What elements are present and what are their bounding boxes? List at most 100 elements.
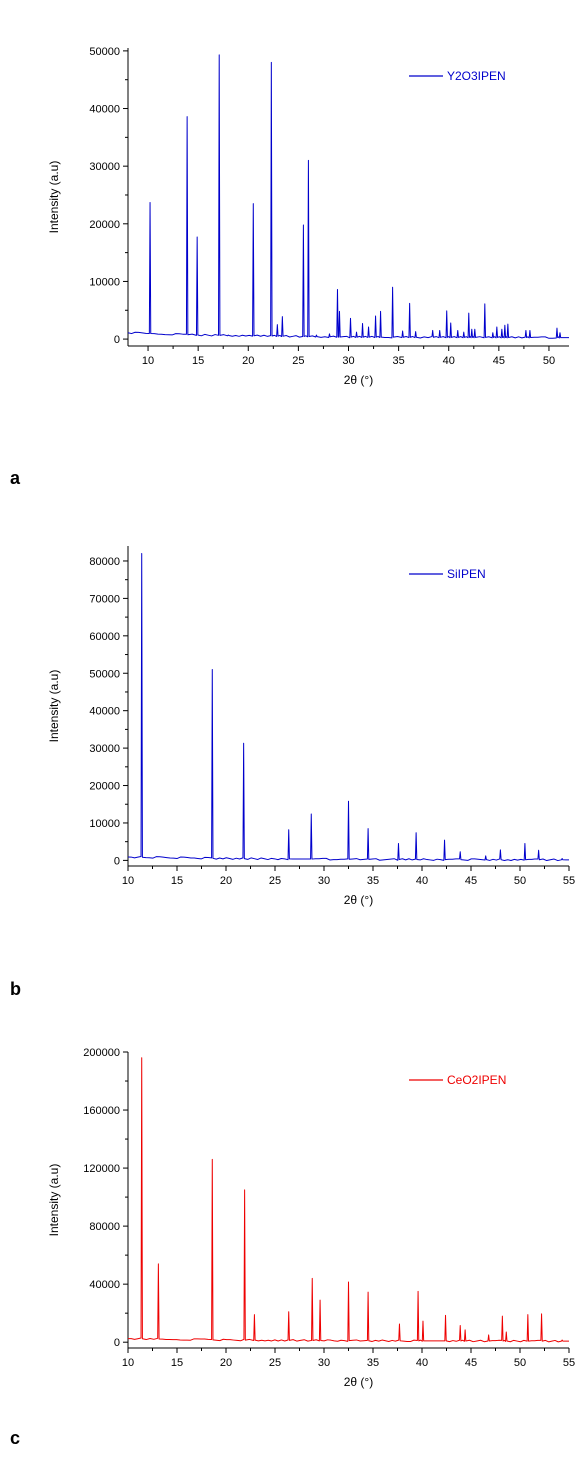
peak-point <box>488 1334 489 1335</box>
peak-point <box>562 858 563 859</box>
peak-point <box>339 311 340 312</box>
peak-point <box>348 801 349 802</box>
x-tick-label: 25 <box>269 875 281 887</box>
y-axis-title: Intensity (a.u) <box>47 670 61 743</box>
chart-panel-a: 10 15 20 25 30 35 40 45 50 0 10000 20000 30000 40000 5… <box>10 46 570 488</box>
x-tick-label: 25 <box>269 1357 281 1369</box>
peak-point <box>311 813 312 814</box>
peak-point <box>460 1325 461 1326</box>
peak-point <box>392 287 393 288</box>
peak-point <box>506 1331 507 1332</box>
y-tick-label: 80000 <box>89 1221 120 1233</box>
peak-point <box>502 1315 503 1316</box>
y-axis-title: Intensity (a.u) <box>47 1164 61 1237</box>
y-tick-label: 30000 <box>89 161 120 173</box>
peak-point <box>356 332 357 333</box>
peak-point <box>501 329 502 330</box>
peak-point <box>527 1314 528 1315</box>
y-tick-label: 10000 <box>89 818 120 830</box>
peak-point <box>312 1278 313 1279</box>
x-tick-label: 10 <box>142 355 154 367</box>
series-line-CeO2IPEN <box>127 1057 570 1343</box>
x-tick-label: 15 <box>171 875 183 887</box>
y-tick-label: 70000 <box>89 593 120 605</box>
peak-point <box>141 553 142 554</box>
x-axis-title: 2θ (°) <box>344 1375 373 1389</box>
peak-point <box>149 202 150 203</box>
y-tick-label: 120000 <box>83 1163 120 1175</box>
peak-point <box>457 330 458 331</box>
peak-point <box>422 1321 423 1322</box>
peak-point <box>368 1292 369 1293</box>
x-tick-label: 35 <box>367 1357 379 1369</box>
x-tick-label: 25 <box>292 355 304 367</box>
peak-point <box>416 832 417 833</box>
peak-point <box>485 855 486 856</box>
peak-point <box>465 1329 466 1330</box>
peak-point <box>288 1311 289 1312</box>
y-tick-label: 50000 <box>89 46 120 58</box>
peak-point <box>559 332 560 333</box>
y-tick-label: 30000 <box>89 743 120 755</box>
peak-point <box>141 1057 142 1058</box>
y-tick-label: 10000 <box>89 276 120 288</box>
peak-point <box>415 331 416 332</box>
peak-point <box>538 850 539 851</box>
peak-point <box>446 310 447 311</box>
peak-point <box>380 311 381 312</box>
peak-point <box>398 843 399 844</box>
peak-point <box>348 1281 349 1282</box>
peak-point <box>471 329 472 330</box>
peak-point <box>432 330 433 331</box>
x-tick-label: 35 <box>392 355 404 367</box>
peak-point <box>350 318 351 319</box>
x-tick-label: 10 <box>122 1357 134 1369</box>
peak-point <box>319 1300 320 1301</box>
legend-label: SiIPEN <box>447 567 486 581</box>
peak-point <box>492 332 493 333</box>
x-tick-label: 45 <box>493 355 505 367</box>
x-tick-label: 50 <box>514 875 526 887</box>
y-tick-label: 40000 <box>89 1279 120 1291</box>
x-tick-label: 50 <box>514 1357 526 1369</box>
peak-point <box>500 849 501 850</box>
peak-point <box>444 840 445 841</box>
peak-point <box>529 330 530 331</box>
peak-point <box>288 829 289 830</box>
peak-point <box>468 313 469 314</box>
peak-point <box>282 316 283 317</box>
peak-point <box>212 669 213 670</box>
y-tick-label: 50000 <box>89 668 120 680</box>
peak-point <box>524 843 525 844</box>
peak-point <box>368 828 369 829</box>
peak-point <box>244 1189 245 1190</box>
peak-point <box>556 328 557 329</box>
peak-point <box>158 1263 159 1264</box>
x-tick-label: 45 <box>465 1357 477 1369</box>
peak-point <box>253 203 254 204</box>
peak-point <box>197 236 198 237</box>
peak-point <box>329 333 330 334</box>
peak-point <box>484 303 485 304</box>
y-tick-label: 160000 <box>83 1105 120 1117</box>
y-tick-label: 40000 <box>89 104 120 116</box>
y-tick-label: 80000 <box>89 556 120 568</box>
peak-point <box>228 334 229 335</box>
y-tick-label: 60000 <box>89 631 120 643</box>
chart-panel-c: 10 15 20 25 30 35 40 45 50 55 0 40000 80000 120000 160… <box>10 1047 575 1448</box>
peak-point <box>303 224 304 225</box>
y-tick-label: 0 <box>114 855 120 867</box>
peak-point <box>212 1159 213 1160</box>
x-tick-label: 40 <box>416 875 428 887</box>
peak-point <box>277 324 278 325</box>
peak-point <box>316 334 317 335</box>
y-tick-label: 200000 <box>83 1047 120 1059</box>
peak-point <box>254 1314 255 1315</box>
peak-point <box>399 1323 400 1324</box>
panel-letter: b <box>10 979 21 999</box>
peak-point <box>507 323 508 324</box>
x-tick-label: 40 <box>443 355 455 367</box>
peak-point <box>308 160 309 161</box>
peak-point <box>362 323 363 324</box>
